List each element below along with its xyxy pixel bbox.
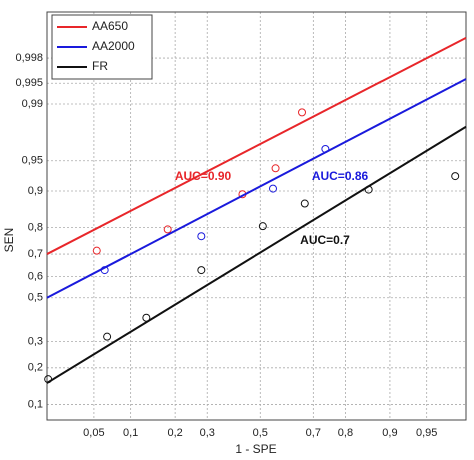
x-tick-label: 0,3 (200, 427, 215, 439)
data-point (197, 266, 206, 275)
data-point (300, 199, 309, 208)
auc-annotation: AUC=0.86 (312, 169, 369, 183)
roc-line (46, 36, 467, 255)
x-tick-label: 0,7 (306, 427, 321, 439)
x-axis-label: 1 - SPE (235, 442, 276, 456)
data-point (451, 172, 460, 181)
x-tick-label: 0,5 (253, 427, 268, 439)
legend-label: AA2000 (92, 39, 135, 53)
x-tick-label: 0,95 (416, 427, 437, 439)
y-tick-label: 0,995 (15, 77, 43, 89)
data-point (103, 332, 112, 341)
data-point (364, 185, 373, 194)
y-tick-label: 0,9 (28, 185, 43, 197)
x-tick-label: 0,05 (83, 427, 104, 439)
data-point (44, 375, 53, 384)
data-point (271, 164, 280, 173)
y-axis-label: SEN (2, 228, 16, 253)
x-tick-label: 0,9 (382, 427, 397, 439)
x-tick-label: 0,2 (167, 427, 182, 439)
auc-annotation: AUC=0.90 (175, 169, 232, 183)
y-tick-label: 0,99 (22, 98, 43, 110)
data-point (268, 184, 277, 193)
data-point (321, 144, 330, 153)
y-tick-label: 0,8 (28, 222, 43, 234)
data-point (298, 108, 307, 117)
data-point (163, 225, 172, 234)
y-tick-label: 0,7 (28, 248, 43, 260)
y-tick-label: 0,3 (28, 335, 43, 347)
data-point (142, 313, 151, 322)
y-tick-label: 0,998 (15, 52, 43, 64)
y-tick-label: 0,1 (28, 398, 43, 410)
x-tick-label: 0,8 (338, 427, 353, 439)
auc-annotation: AUC=0.7 (300, 233, 350, 247)
y-tick-label: 0,5 (28, 292, 43, 304)
data-point (197, 232, 206, 241)
x-tick-label: 0,1 (123, 427, 138, 439)
y-tick-label: 0,2 (28, 362, 43, 374)
y-tick-label: 0,6 (28, 271, 43, 283)
data-point (100, 266, 109, 275)
plot-area (47, 12, 466, 420)
plot-frame (46, 11, 467, 421)
legend-label: AA650 (92, 19, 128, 33)
roc-line (46, 125, 467, 384)
data-point (92, 246, 101, 255)
legend-label: FR (92, 59, 108, 73)
roc-line (46, 78, 467, 299)
y-tick-label: 0,95 (22, 155, 43, 167)
data-point (258, 222, 267, 231)
